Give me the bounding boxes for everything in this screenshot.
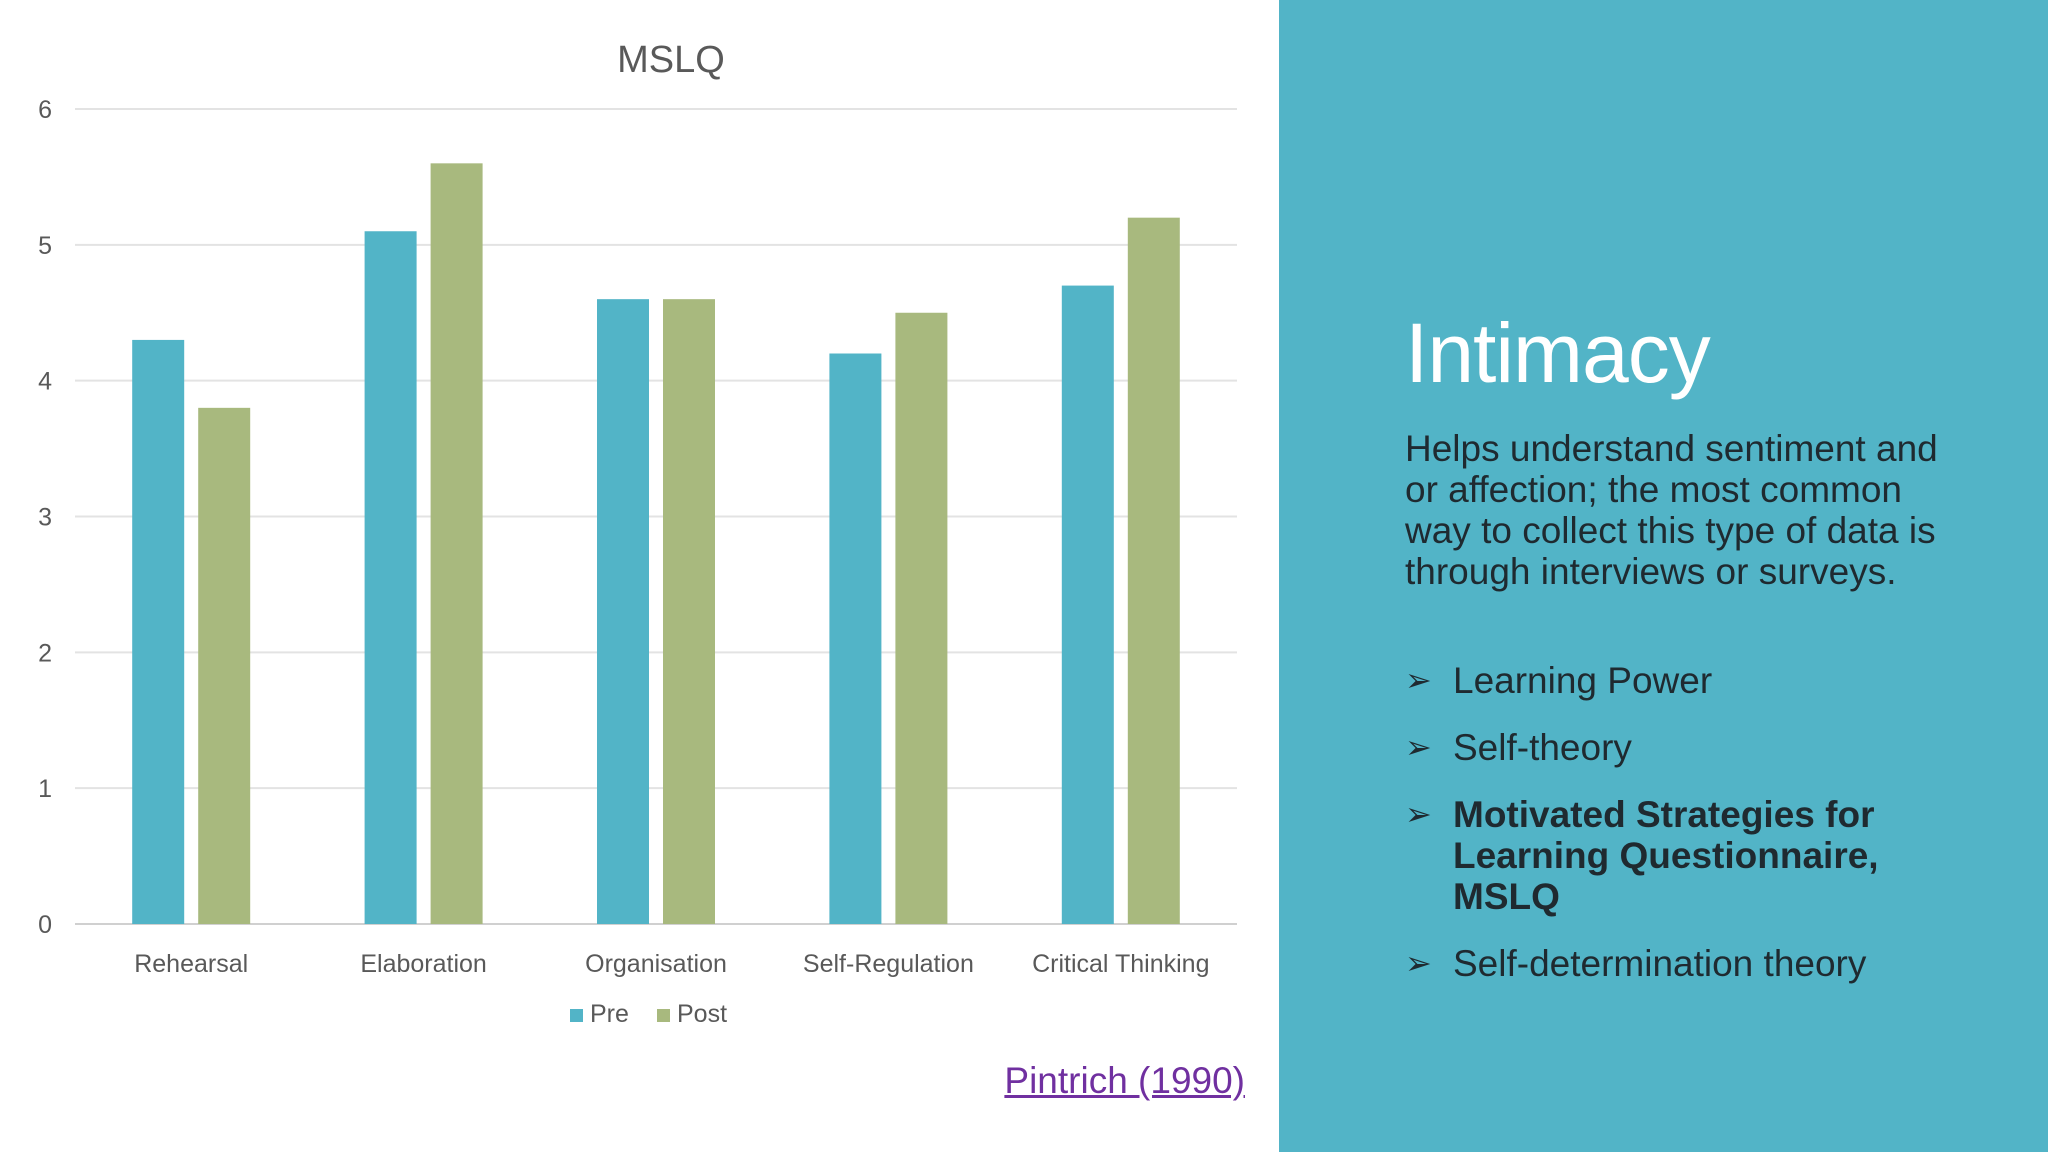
legend-label: Pre <box>590 1000 629 1028</box>
bar-pre <box>597 299 649 925</box>
bullet-text: Learning Power <box>1453 660 1713 701</box>
y-tick-label: 1 <box>38 775 52 803</box>
x-tick-label: Self-Regulation <box>803 950 974 978</box>
arrow-bullet-icon: ➢ <box>1405 729 1432 765</box>
arrow-bullet-icon: ➢ <box>1405 662 1432 698</box>
bar-post <box>895 312 948 924</box>
y-tick-label: 0 <box>38 911 52 939</box>
panel-heading: Intimacy <box>1405 306 1711 400</box>
legend-swatch <box>570 1009 583 1022</box>
bar-post <box>1127 217 1180 924</box>
bar-pre <box>829 353 882 924</box>
info-panel: Intimacy Helps understand sentiment and … <box>1279 0 2048 1152</box>
panel-description: Helps understand sentiment and or affect… <box>1405 428 1938 592</box>
legend-label: Post <box>677 1000 727 1028</box>
chart-title: MSLQ <box>617 39 725 81</box>
bullet-text: Motivated Strategies for Learning Questi… <box>1453 794 1879 917</box>
x-tick-label: Critical Thinking <box>1032 950 1209 978</box>
y-tick-label: 6 <box>38 96 52 124</box>
legend-swatch <box>657 1009 670 1022</box>
bullet-text: Self-determination theory <box>1453 943 1867 984</box>
arrow-bullet-icon: ➢ <box>1405 796 1432 832</box>
bullet-text: Self-theory <box>1453 727 1632 768</box>
y-tick-label: 3 <box>38 504 52 532</box>
bullet-item: ➢ Motivated Strategies for Learning Quest… <box>1405 794 1965 917</box>
bar-pre <box>364 231 417 924</box>
y-tick-label: 4 <box>38 368 52 396</box>
source-link[interactable]: Pintrich (1990) <box>1004 1060 1245 1101</box>
bar-post <box>198 407 251 924</box>
bullet-list: ➢ Learning Power ➢ Self-theory ➢ Motivated St… <box>1405 660 1965 1010</box>
y-tick-label: 2 <box>38 639 52 667</box>
bar-pre <box>1061 285 1114 924</box>
bullet-item: ➢ Learning Power <box>1405 660 1965 701</box>
bar-pre <box>132 339 185 925</box>
chart-panel: MSLQ 0 1 2 3 4 5 6 Rehearsal Elaboration Organisat… <box>38 39 1245 1101</box>
y-tick-label: 5 <box>38 232 52 260</box>
bullet-item: ➢ Self-determination theory <box>1405 943 1965 984</box>
x-tick-label: Organisation <box>585 950 727 978</box>
bar-chart: MSLQ 0 1 2 3 4 5 6 Rehearsal Elaboration Organisat… <box>38 39 1237 1028</box>
bar-post <box>430 163 483 925</box>
bullet-item: ➢ Self-theory <box>1405 727 1965 768</box>
x-tick-label: Elaboration <box>360 950 486 978</box>
arrow-bullet-icon: ➢ <box>1405 945 1432 981</box>
bar-post <box>663 299 715 925</box>
x-tick-label: Rehearsal <box>134 950 248 978</box>
